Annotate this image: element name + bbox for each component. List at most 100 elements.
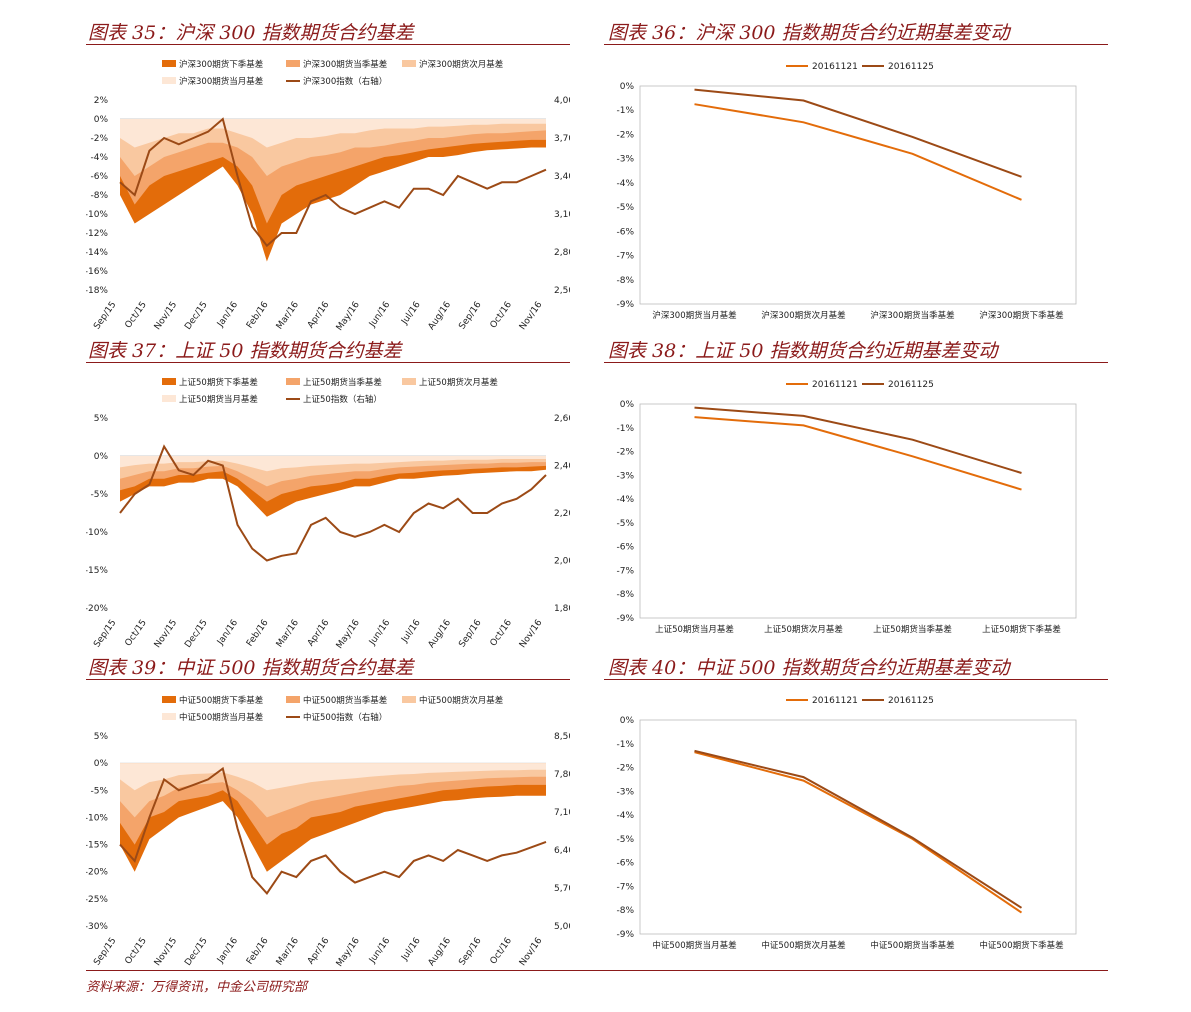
y-left-tick-label: 0% — [94, 759, 109, 769]
y-tick-label: -5% — [616, 835, 634, 845]
title-rule-39 — [86, 679, 570, 680]
x-tick-label: Sep/16 — [457, 936, 483, 968]
y-tick-label: -1% — [616, 424, 634, 434]
chart-title-38: 图表 38：上证 50 指数期货合约近期基差变动 — [608, 340, 998, 362]
y-tick-label: -1% — [616, 740, 634, 750]
series-line-2 — [694, 88, 1022, 178]
basis-band-4 — [120, 119, 546, 148]
legend-label: 沪深300期货次月基差 — [419, 59, 503, 70]
y-right-tick-label: 7,800 — [554, 770, 570, 780]
legend-label: 沪深300指数（右轴） — [303, 76, 387, 87]
y-left-tick-label: -18% — [86, 286, 108, 296]
legend-swatch — [286, 696, 300, 703]
x-tick-label: Jan/16 — [215, 300, 240, 330]
x-tick-label: Jun/16 — [367, 618, 392, 648]
y-tick-label: -5% — [616, 203, 634, 213]
y-tick-label: -4% — [616, 179, 634, 189]
x-tick-label: Nov/16 — [518, 936, 545, 968]
x-category-label: 中证500期货当月基差 — [652, 940, 736, 951]
x-category-label: 上证50期货当季基差 — [873, 624, 952, 635]
source-note: 资料来源：万得资讯，中金公司研究部 — [86, 980, 308, 995]
title-rule-35 — [86, 44, 570, 45]
y-right-tick-label: 6,400 — [554, 846, 570, 856]
x-tick-label: Sep/15 — [92, 618, 118, 650]
x-tick-label: Mar/16 — [275, 618, 301, 650]
y-right-tick-label: 5,700 — [554, 884, 570, 894]
y-tick-label: -4% — [616, 811, 634, 821]
legend-label: 上证50期货当月基差 — [179, 394, 258, 405]
y-left-tick-label: -8% — [90, 191, 108, 201]
y-left-tick-label: -15% — [86, 841, 108, 851]
x-tick-label: Nov/15 — [153, 936, 180, 968]
legend-label: 中证500期货当季基差 — [303, 695, 387, 706]
y-right-tick-label: 8,500 — [554, 732, 570, 742]
x-tick-label: Oct/16 — [489, 936, 515, 967]
basis-chart-37: 上证50期货下季基差 上证50期货当季基差 上证50期货次月基差上证50期货当月基差… — [86, 377, 570, 650]
legend-swatch — [162, 60, 176, 67]
title-rule-38 — [604, 362, 1108, 363]
x-category-label: 沪深300期货下季基差 — [979, 310, 1063, 321]
legend-swatch — [162, 378, 176, 385]
y-left-tick-label: -5% — [90, 490, 108, 500]
title-rule-37 — [86, 362, 570, 363]
legend-swatch — [286, 60, 300, 67]
y-tick-label: -9% — [616, 300, 634, 310]
legend-label: 20161125 — [888, 696, 934, 706]
legend-label: 中证500期货当月基差 — [179, 712, 263, 723]
y-right-tick-label: 2,200 — [554, 509, 570, 519]
plot-frame — [639, 85, 1077, 305]
index-line — [119, 444, 547, 562]
legend-label: 中证500期货下季基差 — [179, 695, 263, 706]
y-right-tick-label: 2,800 — [554, 248, 570, 258]
legend-swatch — [402, 696, 416, 703]
x-tick-label: Sep/15 — [92, 936, 118, 968]
series-line-2 — [694, 749, 1023, 909]
x-tick-label: Oct/16 — [489, 300, 515, 331]
title-rule-40 — [604, 679, 1108, 680]
x-tick-label: Jan/16 — [215, 618, 240, 648]
y-left-tick-label: 0% — [94, 115, 109, 125]
x-tick-label: Jul/16 — [399, 936, 422, 964]
y-left-tick-label: 5% — [94, 732, 109, 742]
y-left-tick-label: 2% — [94, 96, 109, 106]
y-tick-label: -6% — [616, 543, 634, 553]
y-tick-label: -7% — [616, 252, 634, 262]
y-left-tick-label: -20% — [86, 604, 108, 614]
legend-label: 中证500指数（右轴） — [303, 712, 387, 723]
x-tick-label: Aug/16 — [427, 618, 454, 650]
x-tick-label: Oct/15 — [123, 936, 148, 966]
x-tick-label: Aug/16 — [427, 300, 454, 332]
x-tick-label: Jun/16 — [367, 300, 392, 330]
y-right-tick-label: 3,400 — [554, 172, 570, 182]
x-tick-label: Mar/16 — [275, 936, 301, 968]
x-tick-label: Apr/16 — [306, 936, 332, 967]
legend-swatch — [162, 696, 176, 703]
x-tick-label: May/16 — [335, 300, 362, 332]
x-category-label: 沪深300期货当月基差 — [652, 310, 736, 321]
y-tick-label: -3% — [616, 155, 634, 165]
y-right-tick-label: 3,100 — [554, 210, 570, 220]
y-left-tick-label: 0% — [94, 452, 109, 462]
legend-swatch — [402, 378, 416, 385]
y-left-tick-label: -10% — [86, 210, 108, 220]
legend-label: 沪深300期货当月基差 — [179, 76, 263, 87]
y-left-tick-label: -30% — [86, 922, 108, 932]
x-tick-label: Apr/16 — [306, 618, 332, 649]
y-tick-label: -3% — [616, 787, 634, 797]
index-line — [119, 766, 547, 896]
legend-label: 20161125 — [888, 62, 934, 72]
series-line-1 — [694, 751, 1023, 914]
y-tick-label: -2% — [616, 448, 634, 458]
chart-title-39: 图表 39：中证 500 指数期货合约基差 — [88, 657, 414, 679]
series-line-1 — [694, 416, 1022, 491]
series-line-1 — [694, 103, 1022, 201]
title-rule-36 — [604, 44, 1108, 45]
y-right-tick-label: 5,000 — [554, 922, 570, 932]
basis-band-2 — [120, 119, 546, 224]
legend-swatch — [402, 60, 416, 67]
x-category-label: 上证50期货次月基差 — [764, 624, 843, 635]
y-left-tick-label: -12% — [86, 229, 108, 239]
y-left-tick-label: -20% — [86, 868, 108, 878]
x-category-label: 沪深300期货次月基差 — [761, 310, 845, 321]
x-tick-label: Nov/16 — [518, 300, 545, 332]
